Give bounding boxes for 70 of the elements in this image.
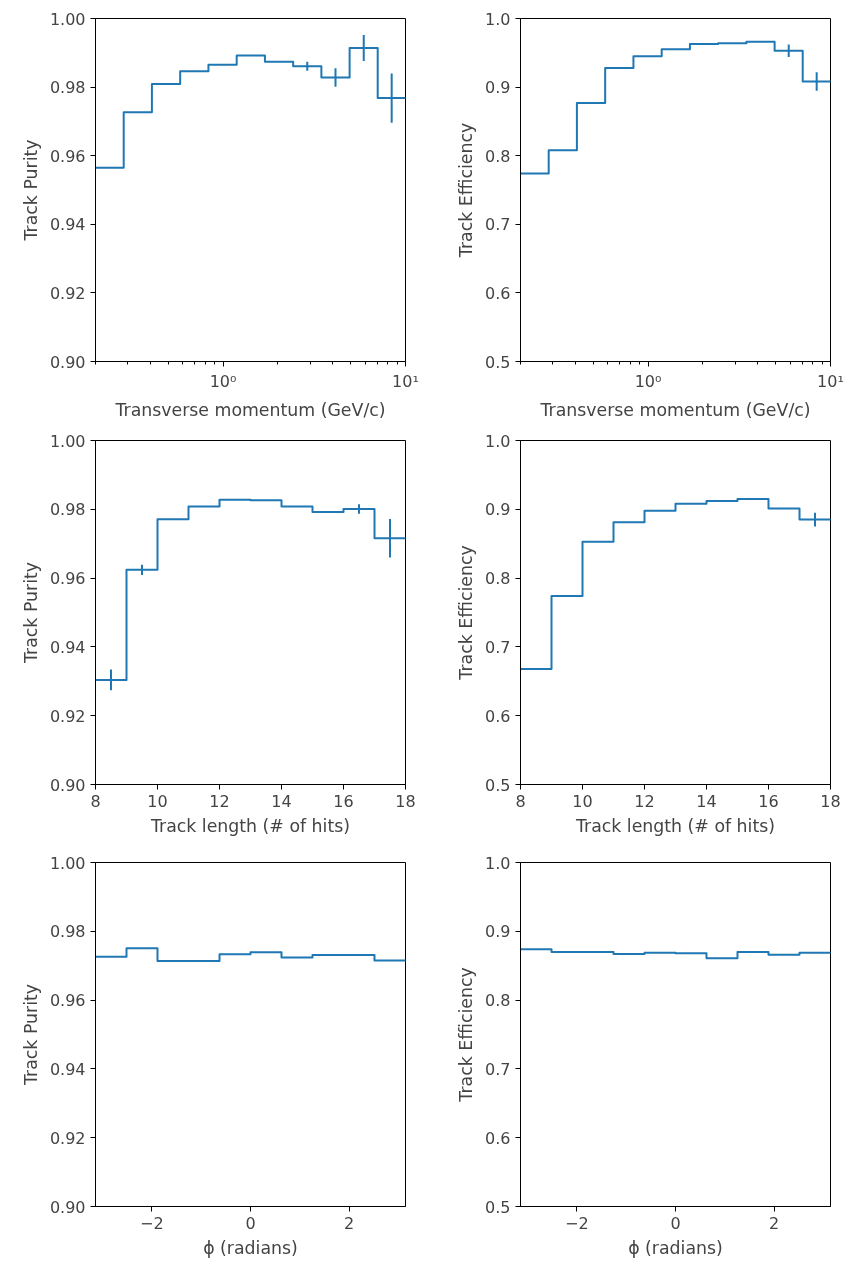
y-tick-label: 0.98 <box>49 78 86 98</box>
y-tick-label: 0.90 <box>49 1197 86 1217</box>
y-tick-label: 0.7 <box>485 1059 511 1079</box>
x-tick-label: 14 <box>271 791 292 811</box>
x-tick-label: 2 <box>769 1213 780 1233</box>
y-tick-label: 0.6 <box>485 1128 511 1148</box>
y-tick-label: 0.96 <box>49 146 86 166</box>
x-tick-label: 0 <box>670 1213 681 1233</box>
x-tick-label: 18 <box>820 791 841 811</box>
x-axis-title: ϕ (radians) <box>203 1237 298 1258</box>
x-tick-label: −2 <box>565 1213 589 1233</box>
y-tick-label: 0.9 <box>485 922 511 942</box>
y-tick-label: 0.8 <box>485 569 511 589</box>
y-tick-label: 0.5 <box>485 1197 511 1217</box>
x-tick-label: 8 <box>90 791 101 811</box>
y-tick-label: 0.96 <box>49 991 86 1011</box>
x-tick-label: 10¹ <box>392 371 419 391</box>
x-tick-label: 8 <box>515 791 526 811</box>
y-tick-label: 1.00 <box>49 9 86 29</box>
x-tick-label: 18 <box>395 791 416 811</box>
y-tick-label: 0.6 <box>485 283 511 303</box>
x-axis-title: ϕ (radians) <box>628 1237 723 1258</box>
x-axis-title: Transverse momentum (GeV/c) <box>114 399 386 420</box>
y-tick-label: 0.6 <box>485 706 511 726</box>
x-tick-label: 10⁰ <box>634 371 662 391</box>
x-axis-title: Transverse momentum (GeV/c) <box>539 399 811 420</box>
x-tick-label: 16 <box>333 791 354 811</box>
y-tick-label: 0.9 <box>485 78 511 98</box>
y-tick-label: 0.8 <box>485 146 511 166</box>
x-tick-label: −2 <box>140 1213 164 1233</box>
x-axis-title: Track length (# of hits) <box>150 815 350 836</box>
y-tick-label: 0.92 <box>49 706 86 726</box>
y-axis-title: Track Efficiency <box>456 545 477 681</box>
y-tick-label: 0.94 <box>49 215 86 235</box>
y-tick-label: 1.00 <box>49 431 86 451</box>
x-tick-label: 10 <box>147 791 168 811</box>
x-tick-label: 12 <box>634 791 655 811</box>
y-axis-title: Track Efficiency <box>456 967 477 1103</box>
y-tick-label: 1.00 <box>49 853 86 873</box>
y-tick-label: 0.7 <box>485 215 511 235</box>
y-tick-label: 0.8 <box>485 991 511 1011</box>
y-tick-label: 0.96 <box>49 569 86 589</box>
x-tick-label: 2 <box>344 1213 355 1233</box>
y-axis-title: Track Purity <box>20 984 41 1086</box>
y-tick-label: 0.90 <box>49 775 86 795</box>
y-tick-label: 0.9 <box>485 500 511 520</box>
y-tick-label: 1.0 <box>485 9 511 29</box>
y-axis-title: Track Efficiency <box>456 122 477 259</box>
y-tick-label: 0.92 <box>49 1128 86 1148</box>
x-tick-label: 10⁰ <box>209 371 237 391</box>
x-axis-title: Track length (# of hits) <box>575 815 775 836</box>
x-tick-label: 14 <box>696 791 717 811</box>
x-tick-label: 10¹ <box>817 371 844 391</box>
y-tick-label: 1.0 <box>485 431 511 451</box>
y-tick-label: 0.5 <box>485 775 511 795</box>
x-tick-label: 12 <box>209 791 230 811</box>
y-tick-label: 0.92 <box>49 283 86 303</box>
y-tick-label: 0.94 <box>49 637 86 657</box>
y-tick-label: 1.0 <box>485 853 511 873</box>
y-tick-label: 0.94 <box>49 1059 86 1079</box>
y-axis-title: Track Purity <box>20 139 41 242</box>
y-tick-label: 0.7 <box>485 637 511 657</box>
x-tick-label: 10 <box>572 791 593 811</box>
y-tick-label: 0.5 <box>485 352 511 372</box>
x-tick-label: 16 <box>758 791 779 811</box>
x-tick-label: 0 <box>245 1213 256 1233</box>
y-tick-label: 0.90 <box>49 352 86 372</box>
y-tick-label: 0.98 <box>49 922 86 942</box>
y-tick-label: 0.98 <box>49 500 86 520</box>
y-axis-title: Track Purity <box>20 562 41 664</box>
